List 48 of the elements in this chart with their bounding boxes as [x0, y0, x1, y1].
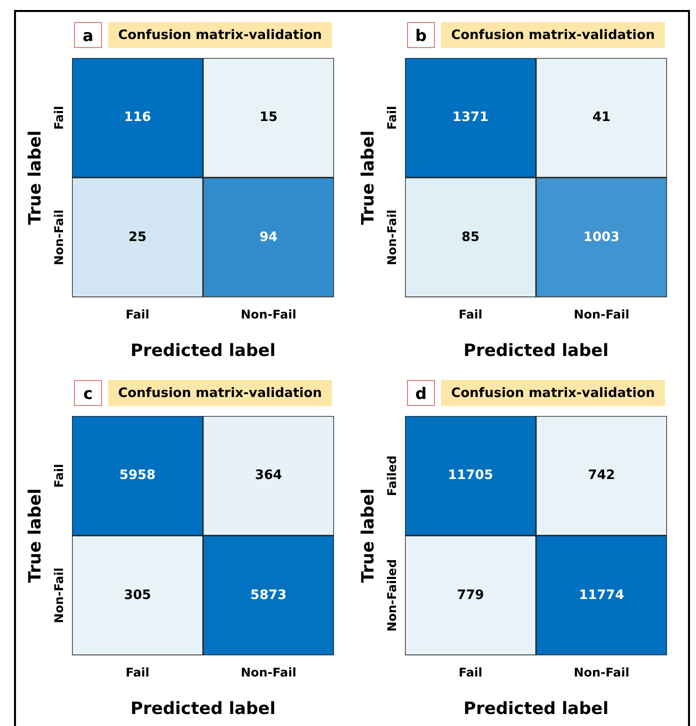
data-label: 1371: [452, 110, 489, 126]
x-tick-label: Fail: [458, 666, 482, 680]
data-label: 1003: [583, 230, 620, 245]
y-axis-title: True label: [26, 130, 46, 225]
data-label: 5958: [119, 468, 156, 484]
data-label: 742: [588, 468, 616, 484]
x-tick-label: Fail: [126, 666, 150, 680]
data-label: 41: [592, 110, 611, 126]
chart-title: Confusion matrix-validation: [441, 380, 665, 406]
x-tick-label: Non-Fail: [574, 308, 630, 322]
y-tick-label: Non-Fail: [52, 568, 66, 624]
data-label: 305: [124, 588, 152, 603]
x-tick-label: Fail: [126, 308, 150, 322]
y-tick-label: Fail: [52, 464, 66, 488]
x-tick-label: Non-Fail: [240, 666, 296, 680]
y-axis-title: True label: [358, 130, 379, 225]
x-axis-title: Predicted label: [463, 341, 609, 362]
data-label: 116: [124, 110, 152, 126]
text: c: [74, 380, 102, 406]
data-label: 85: [461, 230, 480, 245]
chart-title: Confusion matrix-validation: [108, 22, 332, 48]
chart-title: Confusion matrix-validation: [441, 22, 665, 48]
x-axis-title: Predicted label: [130, 341, 276, 362]
x-tick-label: Fail: [458, 308, 482, 322]
y-tick-label: Non-Failed: [385, 559, 400, 632]
y-tick-label: Failed: [385, 456, 400, 496]
x-axis-title: Predicted label: [463, 699, 609, 720]
y-tick-label: Fail: [385, 106, 400, 130]
y-axis-title: True label: [358, 488, 379, 583]
chart-title: Confusion matrix-validation: [108, 380, 332, 406]
y-tick-label: Fail: [52, 106, 66, 130]
text: a: [74, 22, 102, 48]
data-label: 15: [259, 110, 278, 126]
data-label: 5873: [250, 588, 287, 603]
data-label: 11774: [578, 588, 624, 603]
data-label: 25: [128, 230, 147, 245]
data-label: 779: [456, 588, 484, 603]
x-tick-label: Non-Fail: [574, 666, 630, 680]
data-label: 94: [259, 230, 278, 245]
x-tick-label: Non-Fail: [240, 308, 296, 322]
data-label: 11705: [448, 468, 494, 484]
text: b: [407, 22, 435, 48]
data-label: 364: [254, 468, 282, 484]
y-tick-label: Non-Fail: [385, 210, 400, 266]
x-axis-title: Predicted label: [130, 699, 276, 720]
text: d: [407, 380, 435, 406]
y-tick-label: Non-Fail: [52, 210, 66, 266]
y-axis-title: True label: [26, 488, 46, 583]
